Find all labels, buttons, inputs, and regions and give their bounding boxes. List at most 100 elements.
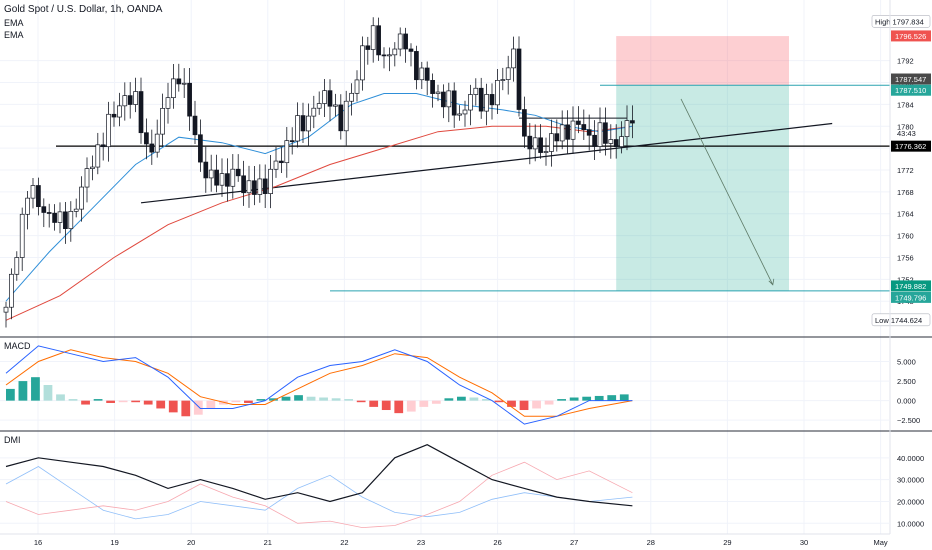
candle-body (338, 104, 344, 132)
candle-body (430, 79, 435, 94)
candle-body (576, 120, 581, 125)
candle-body (219, 173, 225, 186)
candle-body (511, 48, 516, 69)
candle-body (149, 143, 155, 153)
price-tick-label: 1792 (897, 57, 914, 66)
candle-body (522, 109, 527, 137)
candle-body (495, 79, 500, 106)
price-tick-label: 1768 (897, 188, 914, 197)
price-tag-label: 1749.796 (895, 293, 926, 302)
macd-histogram-bar (381, 400, 391, 411)
ema-slow-line (5, 125, 633, 321)
dmi-pane[interactable]: 40.0000 30.0000 20.0000 10.0000 (0, 444, 924, 529)
macd-histogram-bar (256, 399, 266, 401)
candle-body (14, 257, 20, 275)
candle-body (230, 168, 236, 187)
macd-histogram-bar (419, 400, 429, 407)
candle-body (581, 124, 587, 131)
price-tag (891, 73, 931, 85)
candle-body (25, 197, 30, 215)
candle-body (187, 82, 192, 117)
macd-histogram-bar (168, 400, 178, 413)
macd-histogram-bar (469, 397, 479, 401)
macd-histogram-bar (457, 396, 466, 401)
low-label: Low 1744.624 (875, 316, 922, 325)
price-tick-label: 1780 (897, 122, 914, 131)
candle-body (144, 132, 149, 145)
candle-body (57, 211, 63, 223)
macd-histogram-bar (494, 400, 504, 403)
macd-histogram-bar (582, 396, 592, 401)
price-tick-label: 1784 (897, 100, 914, 109)
candle-body (419, 67, 425, 81)
dmi-tick-label: 30.0000 (897, 476, 924, 485)
candle-body (235, 168, 241, 177)
macd-histogram-bar (532, 400, 541, 409)
macd-histogram-bar (68, 399, 78, 401)
dmi-legend[interactable]: DMI (4, 435, 21, 445)
candle-body (295, 115, 300, 142)
candle-body (500, 79, 506, 81)
candle-body (532, 137, 538, 150)
candle-body (349, 92, 354, 102)
high-badge (871, 15, 931, 28)
macd-histogram-bar (594, 395, 604, 401)
price-axis[interactable]: 1792178817841780177617721768176417601756… (871, 15, 931, 327)
ema-legend-1[interactable]: EMA (4, 18, 24, 28)
candle-body (392, 48, 398, 56)
macd-histogram-bar (193, 400, 203, 415)
candle-body (273, 160, 279, 170)
macd-line (5, 345, 633, 425)
price-candles (3, 17, 635, 328)
ema-legend-2[interactable]: EMA (4, 30, 24, 40)
candle-body (570, 120, 576, 140)
candle-body (52, 212, 57, 223)
candle-body (565, 124, 570, 140)
minus-di-line (5, 461, 633, 529)
macd-tick-label: 2.500 (897, 377, 916, 386)
candle-body (603, 122, 608, 144)
candle-body (3, 306, 9, 313)
time-tick-label: May (874, 538, 888, 547)
candle-body (252, 180, 257, 195)
candle-body (441, 91, 446, 108)
candle-body (311, 107, 317, 117)
macd-histogram-bar (31, 377, 40, 401)
macd-histogram-bar (557, 399, 567, 401)
candle-body (457, 113, 462, 116)
time-axis[interactable]: 16 19 20 21 22 23 26 27 28 29 30 May (0, 533, 890, 547)
macd-histogram-bar (431, 400, 441, 404)
macd-legend[interactable]: MACD (4, 341, 31, 351)
time-tick-label: 23 (417, 538, 425, 547)
macd-histogram-bar (306, 396, 316, 401)
candle-body (214, 169, 219, 186)
stop-loss-zone (616, 36, 789, 86)
macd-histogram-bar (143, 400, 153, 405)
candle-body (117, 105, 122, 118)
macd-histogram-bar (106, 400, 115, 403)
price-tag-label: 1776.362 (895, 142, 926, 151)
candle-body (73, 208, 79, 212)
macd-histogram-bar (181, 400, 191, 417)
candle-body (527, 135, 533, 150)
candle-body (343, 100, 349, 132)
candle-body (473, 87, 479, 95)
time-tick-label: 26 (493, 538, 501, 547)
macd-pane[interactable]: 5.000 2.500 0.000 −2.500 (0, 345, 920, 425)
macd-tick-label: −2.500 (897, 416, 920, 425)
candle-body (100, 144, 106, 148)
candle-body (257, 178, 263, 195)
candle-body (597, 122, 603, 147)
short-position-tool[interactable] (616, 36, 789, 291)
price-tick-label: 1752 (897, 275, 914, 284)
time-tick-label: 20 (187, 538, 195, 547)
candle-body (262, 178, 268, 194)
time-tick-label: 29 (723, 538, 731, 547)
candle-body (122, 95, 128, 107)
candle-body (241, 175, 246, 194)
low-badge (871, 313, 931, 327)
candle-body (19, 213, 25, 258)
macd-histogram-bar (231, 400, 241, 403)
candle-body (327, 90, 333, 107)
